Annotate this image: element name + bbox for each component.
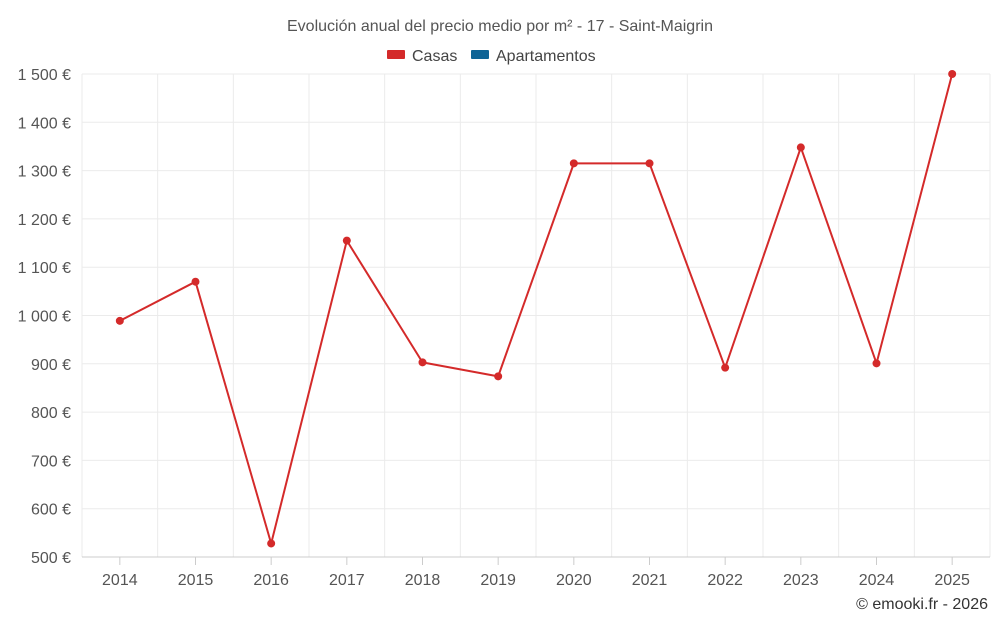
data-point-casas[interactable] [645, 159, 654, 168]
x-tick-label: 2015 [178, 572, 214, 589]
legend-swatch-casas [387, 50, 405, 59]
data-point-casas[interactable] [796, 143, 805, 152]
series-layer [115, 70, 957, 548]
y-tick-label: 600 € [31, 502, 71, 519]
data-point-casas[interactable] [721, 363, 730, 372]
legend: Casas Apartamentos [387, 48, 596, 65]
x-tick-label: 2016 [253, 572, 289, 589]
legend-item-casas[interactable]: Casas [387, 48, 457, 65]
x-gridlines [81, 74, 991, 557]
y-tick-label: 1 400 € [18, 115, 71, 132]
data-point-casas[interactable] [418, 358, 427, 367]
data-point-casas[interactable] [115, 316, 124, 325]
y-axis-ticks: 500 € 600 € 700 € 800 € 900 € 1 000 € 1 100 € 1… [18, 67, 71, 567]
x-tick-label: 2014 [102, 572, 138, 589]
data-point-casas[interactable] [191, 277, 200, 286]
legend-swatch-apartamentos [471, 50, 489, 59]
data-point-casas[interactable] [872, 359, 881, 368]
x-tick-label: 2020 [556, 572, 592, 589]
y-tick-label: 1 000 € [18, 309, 71, 326]
y-tick-label: 800 € [31, 405, 71, 422]
y-tick-label: 500 € [31, 550, 71, 567]
x-tick-label: 2021 [632, 572, 668, 589]
x-tick-label: 2022 [707, 572, 743, 589]
x-tick-label: 2017 [329, 572, 365, 589]
y-tick-label: 700 € [31, 453, 71, 470]
y-tick-label: 900 € [31, 357, 71, 374]
x-tick-label: 2018 [405, 572, 441, 589]
data-point-casas[interactable] [569, 159, 578, 168]
y-tick-label: 1 100 € [18, 260, 71, 277]
data-point-casas[interactable] [267, 539, 276, 548]
data-point-casas[interactable] [342, 236, 351, 245]
data-point-casas[interactable] [948, 70, 957, 78]
legend-label-casas: Casas [412, 48, 457, 65]
x-tick-label: 2023 [783, 572, 819, 589]
legend-item-apartamentos[interactable]: Apartamentos [471, 48, 596, 65]
y-tick-label: 1 200 € [18, 212, 71, 229]
x-tick-label: 2025 [934, 572, 970, 589]
x-tick-label: 2019 [480, 572, 516, 589]
series-line-casas [119, 73, 954, 545]
x-tick-label: 2024 [859, 572, 895, 589]
legend-label-apartamentos: Apartamentos [496, 48, 596, 65]
data-point-casas[interactable] [494, 372, 503, 381]
credit-text: © emooki.fr - 2026 [856, 596, 988, 613]
x-axis-ticks: 2014 2015 2016 2017 2018 2019 2020 2021 2022 2023… [102, 557, 970, 589]
y-tick-label: 1 500 € [18, 67, 71, 84]
y-tick-label: 1 300 € [18, 164, 71, 181]
chart-title: Evolución anual del precio medio por m² … [287, 18, 713, 35]
